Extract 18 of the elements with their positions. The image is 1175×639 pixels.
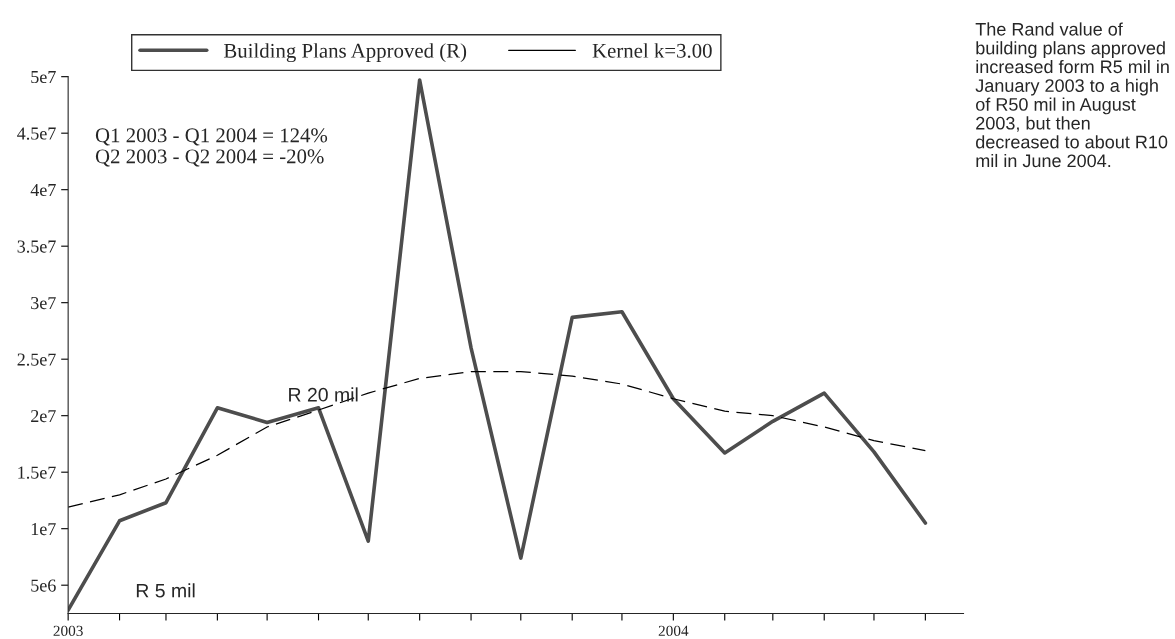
y-tick-label: 5e7 (31, 71, 56, 84)
y-tick-label: 2.5e7 (17, 353, 56, 366)
y-tick-label: 1.5e7 (18, 466, 56, 479)
y-tick-label: 4e7 (30, 184, 56, 197)
annotation: R 20 mil (289, 387, 358, 402)
text: The Rand value of building plans approved increased form R5 mil in January 2003 to a high of R50 mil in August 2003, but then decreased to about R10 mil in June 2004. (975, 22, 1169, 168)
y-tick-label: 3e7 (31, 296, 56, 310)
y-tick-label: 1e7 (31, 523, 56, 536)
x-tick-label: 2003 (53, 625, 83, 636)
y-tick-label: 3.5e7 (17, 240, 56, 253)
legend-label: Kernel k=3.00 (592, 43, 712, 58)
y-tick-label: 4.5e7 (17, 127, 56, 140)
y-tick-label: 2e7 (31, 409, 56, 423)
annotation: Q1 2003 - Q1 2004 = 124% Q2 2003 - Q2 2004 = -20% (95, 128, 328, 167)
y-tick-label: 5e6 (31, 579, 56, 592)
annotation: R 5 mil (136, 583, 195, 598)
x-tick-label: 2004 (658, 625, 689, 636)
legend-label: Building Plans Approved (R) (223, 43, 467, 63)
